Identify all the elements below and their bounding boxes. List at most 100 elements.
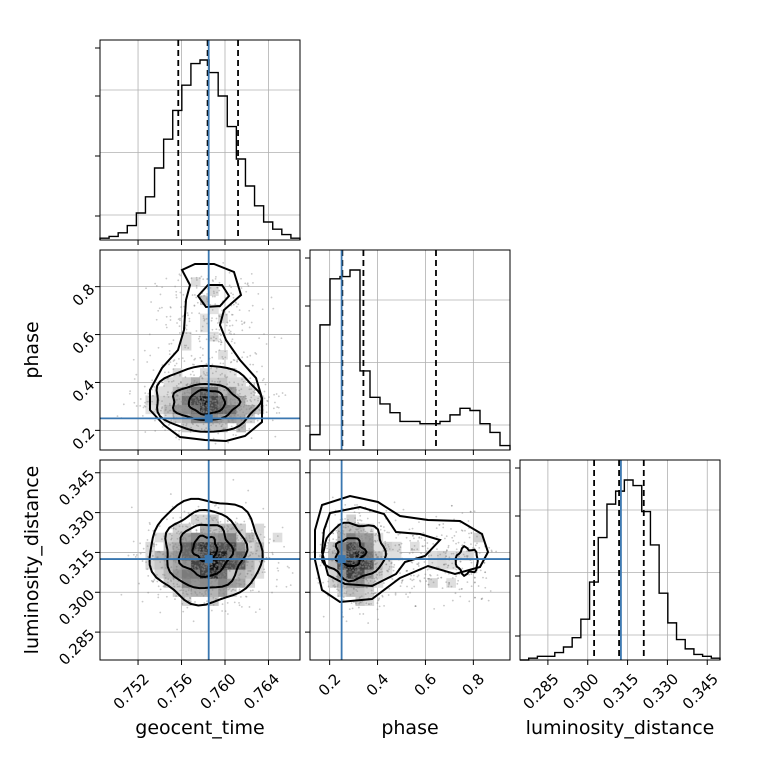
sample-point [484,586,487,589]
sample-point [349,528,352,531]
contour-phase-luminosity_distance-3 [314,494,490,604]
sample-point [179,516,182,519]
sample-point [201,572,204,574]
sample-point [240,405,242,408]
sample-point [200,531,203,534]
sample-point [344,549,347,552]
sample-point [234,301,237,304]
sample-point [233,554,236,557]
sample-point [428,577,430,580]
sample-point [188,540,191,543]
sample-point [474,581,476,584]
sample-point [220,341,223,344]
sample-point [411,549,413,551]
sample-point [195,330,198,332]
sample-point [141,600,144,603]
sample-point [317,581,320,584]
sample-point [191,563,194,566]
sample-point [351,573,354,576]
sample-point [215,370,217,373]
sample-point [248,569,251,572]
sample-point [233,535,236,538]
sample-point [255,541,258,544]
sample-point [255,552,257,555]
sample-point [228,319,231,322]
density-cell [328,550,338,561]
sample-point [249,589,252,592]
sample-point [356,570,358,573]
sample-point [209,397,212,400]
sample-point [470,573,473,576]
sample-point [227,420,230,423]
sample-point [327,551,330,553]
sample-point [215,337,218,340]
sample-point [187,511,190,514]
sample-point [281,526,284,529]
sample-point [218,397,221,399]
sample-point [197,579,200,582]
density-cell [209,578,219,588]
sample-point [349,532,352,535]
sample-point [209,529,212,532]
sample-point [229,528,232,530]
sample-point [153,545,155,548]
sample-point [159,551,162,554]
sample-point [228,555,231,558]
sample-point [177,530,180,533]
sample-point [230,590,233,592]
sample-point [195,411,197,414]
sample-point [209,396,212,398]
sample-point [183,510,186,513]
sample-point [172,380,175,382]
sample-point [177,403,180,406]
sample-point [200,401,202,404]
density-cell [227,587,237,597]
sample-point [225,571,227,574]
sample-point [199,542,202,545]
sample-point [167,424,170,426]
sample-point [359,553,362,555]
sample-point [202,580,205,583]
sample-point [234,401,236,404]
truth-marker-geocent_time-phase [204,414,213,423]
sample-point [176,537,179,540]
sample-point [211,317,213,320]
sample-point [359,551,361,554]
sample-point [182,536,185,539]
sample-point [219,414,222,417]
sample-point [248,534,251,537]
sample-point [176,583,179,586]
sample-point [201,405,204,408]
sample-point [225,576,228,579]
sample-point [393,501,396,504]
sample-point [417,540,419,542]
sample-point [173,359,176,361]
density-cell [346,523,356,534]
sample-point [265,404,268,407]
sample-point [346,542,349,545]
sample-point [182,548,185,551]
sample-point [358,553,361,556]
sample-point [393,563,396,566]
sample-point [186,570,189,573]
density-cell [382,560,393,570]
sample-point [204,541,206,544]
sample-point [205,402,208,405]
sample-point [202,403,205,406]
sample-point [445,555,447,558]
sample-point [233,561,235,563]
sample-point [448,582,451,584]
sample-point [401,579,404,581]
sample-point [190,400,193,403]
sample-point [236,358,239,361]
sample-point [257,293,260,295]
sample-point [348,571,351,573]
sample-point [228,310,231,313]
sample-point [368,566,370,569]
sample-point [183,360,186,363]
sample-point [219,543,222,546]
sample-point [386,531,389,534]
density-cell [254,550,265,561]
sample-point [440,576,443,579]
sample-point [180,531,183,534]
